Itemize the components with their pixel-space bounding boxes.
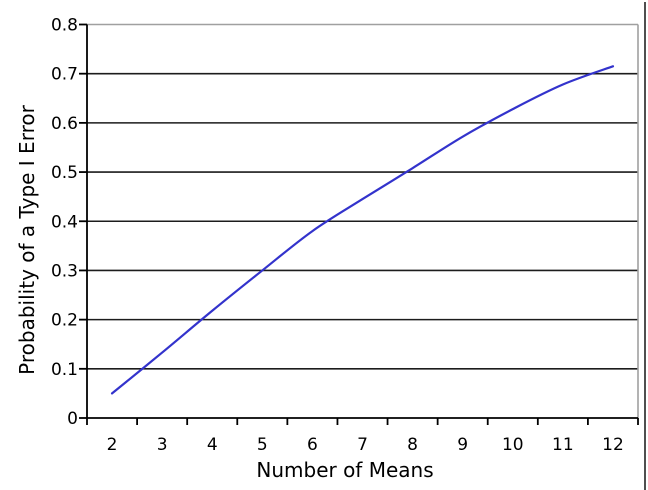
x-tick-label: 4 xyxy=(207,435,218,455)
y-axis-title: Probability of a Type I Error xyxy=(15,105,39,375)
x-tick-label: 8 xyxy=(407,435,418,455)
x-tick-label: 11 xyxy=(552,435,574,455)
x-tick-label: 2 xyxy=(107,435,118,455)
y-tick-label: 0.3 xyxy=(51,261,78,281)
x-tick-label: 6 xyxy=(307,435,318,455)
x-tick-label: 7 xyxy=(357,435,368,455)
y-tick-label: 0.6 xyxy=(51,114,78,134)
y-tick-label: 0.2 xyxy=(51,311,78,331)
x-axis-title: Number of Means xyxy=(256,458,434,482)
y-tick-label: 0.7 xyxy=(51,65,78,85)
x-tick-label: 9 xyxy=(457,435,468,455)
x-tick-label: 12 xyxy=(602,435,624,455)
y-tick-label: 0.4 xyxy=(51,212,78,232)
x-tick-label: 5 xyxy=(257,435,268,455)
y-tick-label: 0.5 xyxy=(51,163,78,183)
y-tick-label: 0 xyxy=(67,409,78,429)
y-tick-label: 0.1 xyxy=(51,360,78,380)
page-right-border xyxy=(644,2,646,490)
x-tick-label: 10 xyxy=(502,435,524,455)
x-tick-label: 3 xyxy=(157,435,168,455)
y-tick-label: 0.8 xyxy=(51,16,78,36)
data-series-line xyxy=(110,65,615,395)
